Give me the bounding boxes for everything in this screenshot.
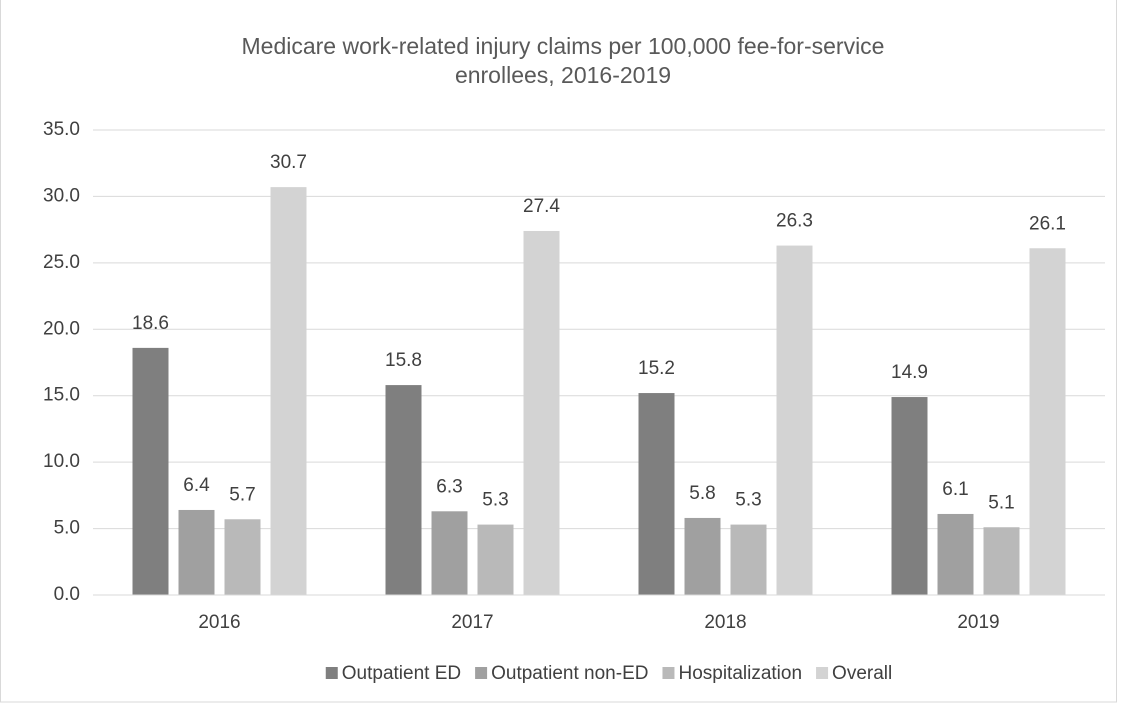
bar <box>270 187 307 595</box>
legend-swatch <box>325 667 338 679</box>
legend-label: Outpatient ED <box>342 663 461 684</box>
bar <box>891 397 928 595</box>
data-label: 6.3 <box>436 476 462 497</box>
bar <box>523 230 560 595</box>
bar <box>684 517 721 595</box>
y-tick-label: 15.0 <box>43 385 80 406</box>
bar <box>132 347 169 595</box>
data-label: 27.4 <box>523 196 560 217</box>
data-label: 26.1 <box>1029 213 1066 234</box>
data-label: 5.1 <box>988 492 1014 513</box>
legend-swatch <box>662 667 675 679</box>
legend-swatch <box>816 667 829 679</box>
x-tick-label: 2019 <box>957 612 999 633</box>
data-label: 5.3 <box>735 490 761 511</box>
bar <box>431 511 468 595</box>
data-label: 6.4 <box>183 475 210 496</box>
y-tick-label: 5.0 <box>54 518 80 539</box>
bar <box>983 527 1020 595</box>
bar <box>385 385 422 595</box>
legend-label: Outpatient non-ED <box>491 663 648 684</box>
y-tick-label: 20.0 <box>43 318 80 339</box>
bar <box>776 245 813 596</box>
chart-title: Medicare work-related injury claims per … <box>241 33 885 88</box>
legend-swatch <box>475 667 488 679</box>
data-label: 6.1 <box>942 479 968 500</box>
bar <box>1029 248 1066 595</box>
x-tick-label: 2018 <box>704 612 746 633</box>
bar <box>730 524 767 595</box>
data-label: 14.9 <box>891 362 928 383</box>
x-tick-label: 2016 <box>198 612 240 633</box>
y-tick-label: 30.0 <box>43 185 80 206</box>
y-tick-label: 35.0 <box>43 119 80 140</box>
data-label: 30.7 <box>270 152 307 173</box>
data-label: 18.6 <box>132 313 169 334</box>
bar <box>224 519 261 595</box>
legend-label: Overall <box>832 663 892 684</box>
data-label: 15.2 <box>638 358 675 379</box>
y-tick-label: 25.0 <box>43 252 80 273</box>
bar <box>638 393 675 595</box>
data-label: 15.8 <box>385 350 422 371</box>
bar <box>937 513 974 595</box>
bar <box>178 509 215 595</box>
x-tick-label: 2017 <box>451 612 493 633</box>
legend-label: Hospitalization <box>678 663 802 684</box>
y-tick-label: 10.0 <box>43 451 80 472</box>
data-label: 5.8 <box>689 483 715 504</box>
data-label: 5.7 <box>229 484 255 505</box>
bar <box>477 524 514 595</box>
data-label: 26.3 <box>776 211 813 232</box>
y-tick-label: 0.0 <box>54 584 80 605</box>
data-label: 5.3 <box>482 490 508 511</box>
